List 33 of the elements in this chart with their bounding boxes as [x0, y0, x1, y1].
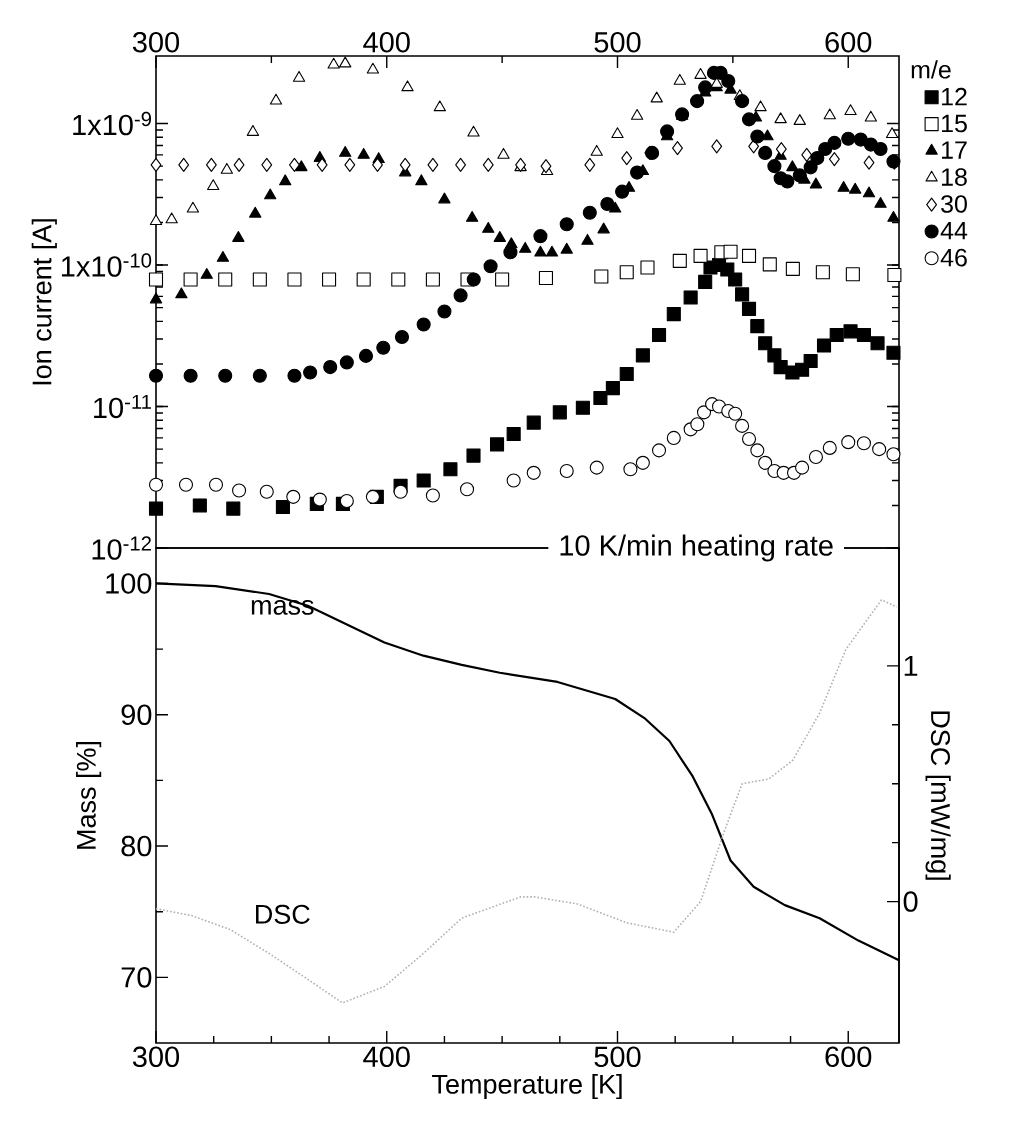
legend-label: 44	[940, 222, 968, 240]
y-tick-label: 10$^{-11}$	[94, 394, 151, 419]
y-tick-label: 100	[106, 573, 152, 594]
x-tick-label: 600	[825, 1046, 872, 1068]
y-tick-label: 90	[121, 704, 152, 726]
x-tick-label: 400	[363, 31, 410, 53]
x-tick-label: 300	[132, 1046, 180, 1068]
legend-label: 15	[942, 114, 967, 133]
legend-label: 17	[942, 141, 967, 159]
y-tick-label: 1x10$^{-10}$	[61, 253, 152, 277]
y2-tick-label: 0	[903, 891, 918, 912]
y-axis-title: Mass [%]	[76, 741, 102, 849]
legend-label: 12	[942, 87, 967, 106]
y-tick-label: 10$^{-12}$	[92, 536, 151, 560]
x-axis-title: Temperature [K]	[432, 1073, 622, 1100]
x-tick-label: 400	[363, 1046, 410, 1068]
series-label: DSC	[256, 904, 310, 924]
y-tick-label: 1x10$^{-9}$	[73, 111, 151, 136]
annotation: 10 K/min heating rate	[560, 534, 833, 562]
y2-tick-label: 1	[904, 655, 918, 676]
y-tick-label: 70	[121, 967, 152, 988]
x-tick-label: 500	[594, 31, 641, 53]
x-tick-label: 500	[594, 1046, 641, 1068]
x-tick-label: 300	[132, 31, 180, 53]
legend-label: 30	[941, 195, 967, 213]
legend-label: 46	[940, 248, 967, 267]
y-tick-label: 80	[121, 835, 152, 857]
legend-label: 18	[942, 168, 967, 186]
legend-title: m/e	[911, 60, 951, 79]
series-label: mass	[251, 600, 314, 615]
y2-axis-title: DSC [mW/mg]	[925, 711, 951, 880]
y-axis-title: Ion current [A]	[31, 219, 57, 385]
x-tick-label: 600	[825, 31, 872, 53]
